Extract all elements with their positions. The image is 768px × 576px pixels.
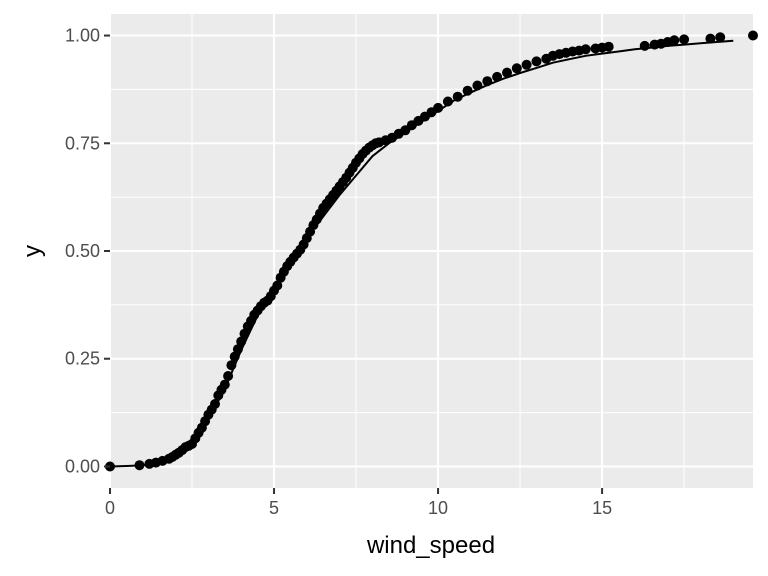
data-point <box>502 67 512 78</box>
x-tick-label: 10 <box>428 498 448 518</box>
data-point <box>679 34 690 45</box>
data-point <box>210 399 220 409</box>
major-gridlines <box>109 14 753 488</box>
y-tick-label: 0.75 <box>65 133 100 153</box>
data-point <box>748 30 758 41</box>
data-point <box>580 44 591 55</box>
data-point <box>531 56 542 67</box>
data-point <box>433 102 444 113</box>
data-point <box>521 59 532 70</box>
data-point <box>669 35 680 46</box>
x-axis-title: wind_speed <box>366 532 495 559</box>
data-point <box>272 280 283 291</box>
data-point <box>482 76 493 87</box>
data-point <box>236 336 247 347</box>
data-point <box>603 41 614 52</box>
data-point <box>462 85 473 96</box>
data-point <box>492 71 503 82</box>
data-point <box>472 80 483 91</box>
data-point <box>705 33 716 44</box>
y-tick-label: 0.00 <box>65 456 100 476</box>
x-axis: 0 5 10 15 <box>105 488 612 518</box>
data-point <box>232 344 243 355</box>
data-point <box>715 32 726 43</box>
y-axis-title: y <box>19 245 46 257</box>
y-tick-label: 1.00 <box>65 26 100 46</box>
data-point <box>511 63 522 74</box>
y-tick-label: 0.25 <box>65 349 100 369</box>
data-point <box>442 96 453 107</box>
y-axis: 0.00 0.25 0.50 0.75 1.00 <box>65 26 110 476</box>
points-group <box>105 30 758 472</box>
x-tick-label: 5 <box>269 498 279 518</box>
data-point <box>639 40 650 51</box>
data-point <box>226 360 237 371</box>
data-point <box>134 460 145 471</box>
data-point <box>219 379 230 390</box>
y-tick-label: 0.50 <box>65 241 100 261</box>
data-point <box>223 371 234 381</box>
x-tick-label: 0 <box>105 498 115 518</box>
x-tick-label: 15 <box>592 498 612 518</box>
data-point <box>452 91 463 102</box>
